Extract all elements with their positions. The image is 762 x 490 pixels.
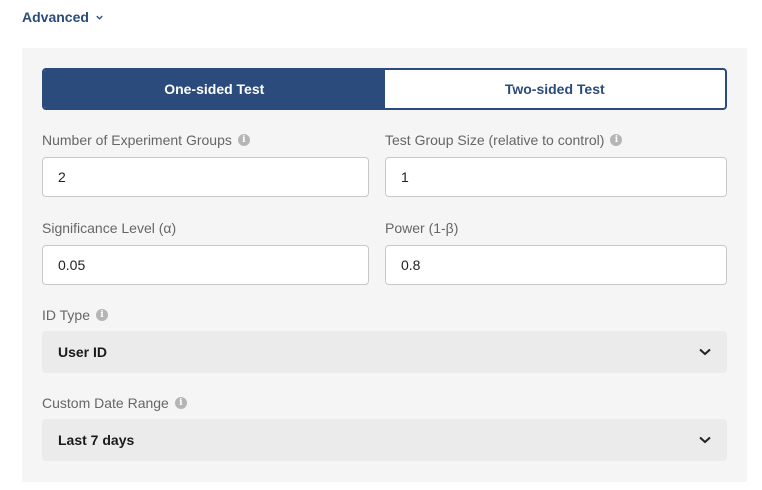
power-label-text: Power (1-β) (385, 220, 459, 236)
date-range-select[interactable]: Last 7 days (42, 419, 727, 461)
groups-label: Number of Experiment Groups i (42, 132, 250, 148)
significance-input[interactable] (42, 245, 369, 285)
date-range-label-text: Custom Date Range (42, 395, 169, 411)
chevron-down-icon (699, 436, 711, 444)
id-type-label: ID Type i (42, 307, 108, 323)
power-label: Power (1-β) (385, 220, 458, 236)
info-icon[interactable]: i (237, 134, 250, 146)
id-type-value: User ID (58, 344, 108, 360)
significance-label-text: Significance Level (α) (42, 220, 177, 236)
one-sided-test-button[interactable]: One-sided Test (44, 70, 385, 108)
chevron-down-icon (96, 15, 103, 20)
experiment-groups-input[interactable] (42, 157, 369, 197)
chevron-down-icon (699, 348, 711, 356)
advanced-title: Advanced (22, 9, 89, 25)
test-type-toggle: One-sided Test Two-sided Test (42, 68, 727, 110)
significance-label: Significance Level (α) (42, 220, 176, 236)
group-size-label-text: Test Group Size (relative to control) (385, 132, 605, 148)
id-type-select[interactable]: User ID (42, 331, 727, 373)
group-size-input[interactable] (385, 157, 727, 197)
info-icon[interactable]: i (96, 309, 108, 321)
date-range-label: Custom Date Range i (42, 395, 187, 411)
advanced-toggle[interactable]: Advanced (22, 9, 104, 25)
info-icon[interactable]: i (610, 134, 623, 146)
two-sided-test-button[interactable]: Two-sided Test (504, 81, 605, 97)
group-size-label: Test Group Size (relative to control) i (385, 132, 623, 148)
groups-label-text: Number of Experiment Groups (42, 132, 232, 148)
info-icon[interactable]: i (174, 397, 187, 409)
advanced-panel: One-sided Test Two-sided Test Number of … (22, 48, 747, 482)
date-range-value: Last 7 days (58, 432, 135, 448)
id-type-label-text: ID Type (42, 307, 90, 323)
power-input[interactable] (385, 245, 727, 285)
